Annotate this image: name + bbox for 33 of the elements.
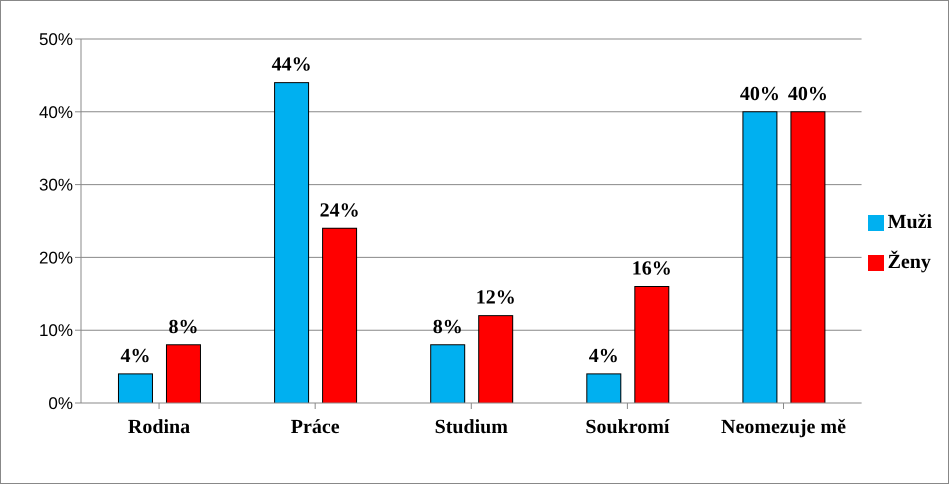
x-tick-label: Práce — [290, 416, 340, 438]
bar — [742, 111, 778, 403]
bar — [322, 228, 358, 403]
data-label: 4% — [588, 344, 619, 367]
x-tick-label: Neomezuje mě — [721, 416, 846, 438]
y-tick-label: 10% — [38, 321, 73, 340]
bar — [790, 111, 826, 403]
data-label: 40% — [788, 82, 828, 105]
x-tick-label: Soukromí — [585, 416, 670, 438]
data-label: 12% — [476, 286, 516, 309]
data-label: 40% — [740, 82, 780, 105]
y-tick-label: 40% — [38, 102, 73, 122]
bar — [118, 373, 153, 403]
x-tick-label: Studium — [434, 416, 508, 438]
bar — [274, 82, 310, 403]
data-label: 8% — [432, 316, 463, 338]
bar — [430, 344, 466, 403]
bar — [634, 286, 670, 403]
bar — [586, 373, 622, 403]
data-label: 44% — [272, 54, 312, 76]
data-label: 24% — [320, 199, 360, 222]
bar — [478, 315, 514, 403]
legend-label: Ženy — [888, 251, 931, 273]
data-label: 4% — [120, 344, 150, 367]
legend-label: Muži — [888, 211, 932, 233]
y-tick-label: 20% — [38, 248, 73, 268]
x-tick-label: Rodina — [128, 416, 190, 438]
y-tick-label: 30% — [38, 176, 73, 195]
bar — [166, 344, 201, 403]
y-tick-label: 50% — [38, 30, 73, 50]
data-label: 8% — [168, 316, 198, 338]
y-tick-label: 0% — [48, 394, 73, 414]
data-label: 16% — [632, 258, 672, 280]
